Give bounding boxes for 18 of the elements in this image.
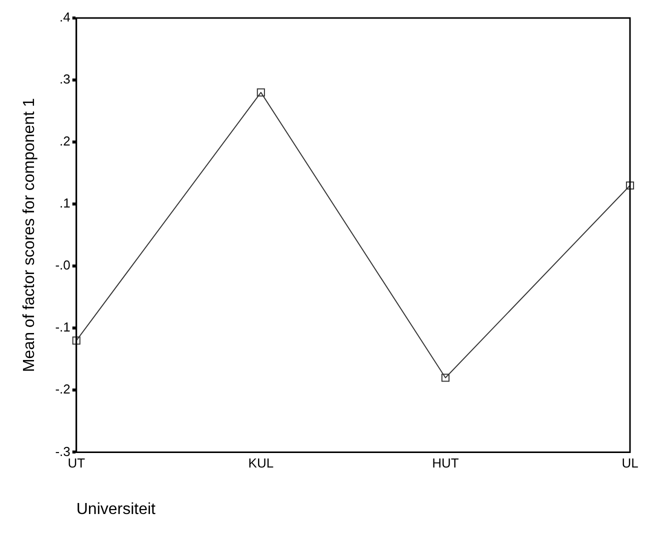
- y-tick-label: .4: [60, 10, 70, 25]
- x-tick-label: HUT: [432, 456, 459, 471]
- y-tick-label: .1: [60, 196, 70, 211]
- x-tick-label: UL: [622, 456, 638, 471]
- y-tick-label: -.2: [55, 382, 70, 397]
- point: [626, 181, 634, 190]
- x-tick-label: UT: [68, 456, 86, 471]
- y-tick-label: -.3: [55, 444, 70, 459]
- y-tick-label: .3: [60, 72, 70, 87]
- y-axis-title: Mean of factor scores for component 1: [21, 98, 38, 372]
- point: [441, 374, 450, 382]
- y-tick-label: -.1: [55, 320, 70, 335]
- point: [72, 336, 80, 345]
- y-tick-label: -.0: [55, 258, 70, 273]
- x-tick-label: KUL: [248, 456, 274, 471]
- y-tick-label: .2: [60, 134, 70, 149]
- point: [256, 88, 265, 96]
- x-axis-title: Universiteit: [76, 500, 156, 518]
